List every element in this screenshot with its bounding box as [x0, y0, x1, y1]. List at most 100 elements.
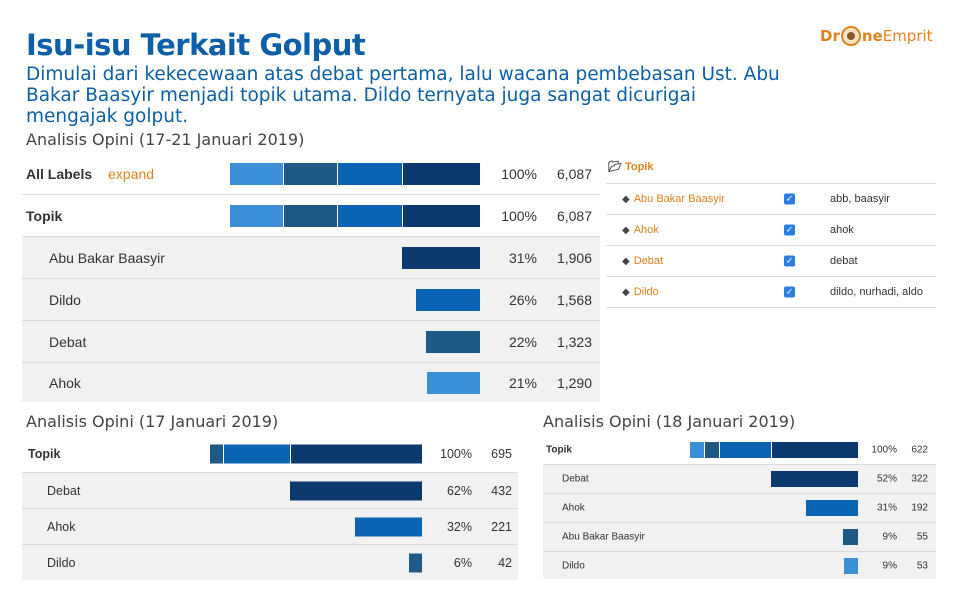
chart-row: Ahok 32% 221 — [22, 508, 518, 544]
row-percent: 100% — [501, 166, 537, 182]
chart-row: Dildo 26% 1,568 — [22, 278, 600, 320]
row-label: Dildo — [47, 556, 76, 570]
topic-keywords: ahok — [830, 224, 854, 236]
row-count: 622 — [911, 444, 928, 456]
row-label-text: Abu Bakar Baasyir — [49, 249, 165, 266]
row-label-text: Debat — [562, 473, 589, 485]
bar-segment — [771, 442, 858, 458]
row-percent: 100% — [440, 447, 472, 461]
chart-row: Dildo 9% 53 — [543, 551, 936, 579]
topic-keywords: dildo, nurhadi, aldo — [830, 286, 923, 298]
topic-checkbox[interactable]: ✓ — [784, 255, 795, 267]
row-percent: 62% — [446, 483, 472, 498]
row-label-text: Ahok — [47, 519, 76, 534]
bar — [844, 557, 858, 574]
logo-text-mid: ne — [861, 27, 883, 45]
row-label-text: Abu Bakar Baasyir — [562, 531, 645, 543]
chart-1: All Labels expand 100% 6,087 Topik 100% 6,087 A… — [22, 154, 600, 402]
topik-table-row: ◆ Abu Bakar Baasyir ✓ abb, baasyir — [606, 183, 936, 214]
bar — [230, 163, 480, 185]
expand-link[interactable]: expand — [108, 166, 155, 182]
bar — [843, 529, 858, 545]
row-count: 221 — [491, 519, 512, 534]
chart-row: Ahok 21% 1,290 — [22, 362, 600, 402]
chart-row: Debat 62% 432 — [22, 472, 518, 508]
chart-row: Debat 52% 322 — [543, 464, 936, 493]
row-label-text: Topik — [26, 207, 63, 224]
bar-segment — [222, 444, 291, 464]
chart-3-title: Analisis Opini (18 Januari 2019) — [543, 412, 796, 431]
bar — [210, 444, 422, 464]
chart-2: Topik 100% 695 Debat 62% 432 Ahok 32% 221 Dildo 6%… — [22, 436, 518, 580]
row-label: Dildo — [562, 560, 585, 571]
topic-checkbox[interactable]: ✓ — [784, 193, 795, 205]
bar — [290, 481, 422, 500]
chart-row: Topik 100% 622 — [543, 436, 936, 464]
row-label-text: Debat — [49, 333, 87, 350]
row-label-text: Debat — [47, 483, 81, 498]
row-percent: 21% — [508, 374, 537, 391]
topic-link-text: Dildo — [633, 286, 659, 298]
logo-text-left: Dr — [820, 27, 840, 45]
topic-keywords: abb, baasyir — [830, 193, 890, 205]
chart-row: Debat 22% 1,323 — [22, 320, 600, 362]
bar-segment — [290, 481, 422, 500]
row-label: Abu Bakar Baasyir — [562, 532, 645, 543]
bar-segment — [416, 288, 480, 311]
row-label: Debat — [49, 334, 86, 350]
bar — [771, 471, 858, 487]
topic-link[interactable]: ◆ Abu Bakar Baasyir — [622, 193, 725, 205]
bar — [409, 553, 422, 572]
bar-segment — [355, 517, 422, 536]
topic-link[interactable]: ◆ Dildo — [622, 286, 659, 298]
row-count: 192 — [911, 502, 928, 514]
bar — [806, 500, 858, 516]
topic-checkbox[interactable]: ✓ — [784, 286, 795, 298]
bar-segment — [337, 204, 402, 227]
topic-keywords: debat — [830, 255, 858, 267]
topic-link[interactable]: ◆ Debat — [622, 255, 663, 267]
row-percent: 32% — [446, 519, 472, 534]
row-label: Ahok — [47, 520, 76, 534]
row-count: 42 — [498, 555, 512, 570]
topik-table-header[interactable]: 📂︎ Topik — [608, 160, 653, 173]
bar-segment — [337, 163, 402, 185]
chart-3: Topik 100% 622 Debat 52% 322 Ahok 31% 192 Abu Bak… — [543, 436, 936, 579]
row-label: Ahok — [562, 503, 585, 514]
bar-segment — [843, 529, 858, 545]
drone-eye-icon — [840, 26, 861, 46]
row-label[interactable]: All Labels expand — [26, 166, 154, 182]
bar-segment — [210, 444, 223, 464]
row-percent: 9% — [882, 560, 897, 571]
row-label[interactable]: Topik — [28, 447, 60, 461]
bar — [416, 288, 480, 311]
logo-text-right: Emprit — [882, 27, 933, 45]
folder-icon: 📂︎ — [608, 161, 622, 173]
topik-table-row: ◆ Debat ✓ debat — [606, 245, 936, 276]
page-subtitle: Dimulai dari kekecewaan atas debat perta… — [26, 64, 780, 127]
bar-segment — [283, 204, 338, 227]
row-label-text: Topik — [546, 444, 572, 456]
topic-link[interactable]: ◆ Ahok — [622, 224, 659, 236]
row-label: Dildo — [49, 292, 81, 308]
row-label: Abu Bakar Baasyir — [49, 250, 165, 266]
bar — [690, 442, 858, 458]
row-percent: 100% — [871, 444, 897, 456]
row-label[interactable]: Topik — [546, 445, 572, 456]
topik-table-header-label: Topik — [624, 161, 654, 173]
bar-segment — [401, 163, 480, 185]
row-label-text: Dildo — [47, 555, 76, 570]
bar — [230, 204, 480, 227]
topic-link-text: Debat — [633, 255, 664, 267]
row-label-text: All Labels — [26, 166, 93, 182]
row-label: Debat — [47, 484, 80, 498]
topik-keyword-table: 📂︎ Topik ◆ Abu Bakar Baasyir ✓ abb, baasyir ◆… — [606, 154, 936, 314]
tag-icon: ◆ — [622, 225, 630, 236]
row-count: 1,290 — [556, 374, 592, 391]
drone-emprit-logo: Dr ne Emprit — [820, 26, 933, 46]
bar-segment — [704, 442, 720, 458]
bar-segment — [230, 163, 283, 185]
row-label[interactable]: Topik — [26, 208, 62, 224]
topic-checkbox[interactable]: ✓ — [784, 224, 795, 236]
row-count: 6,087 — [556, 207, 592, 224]
